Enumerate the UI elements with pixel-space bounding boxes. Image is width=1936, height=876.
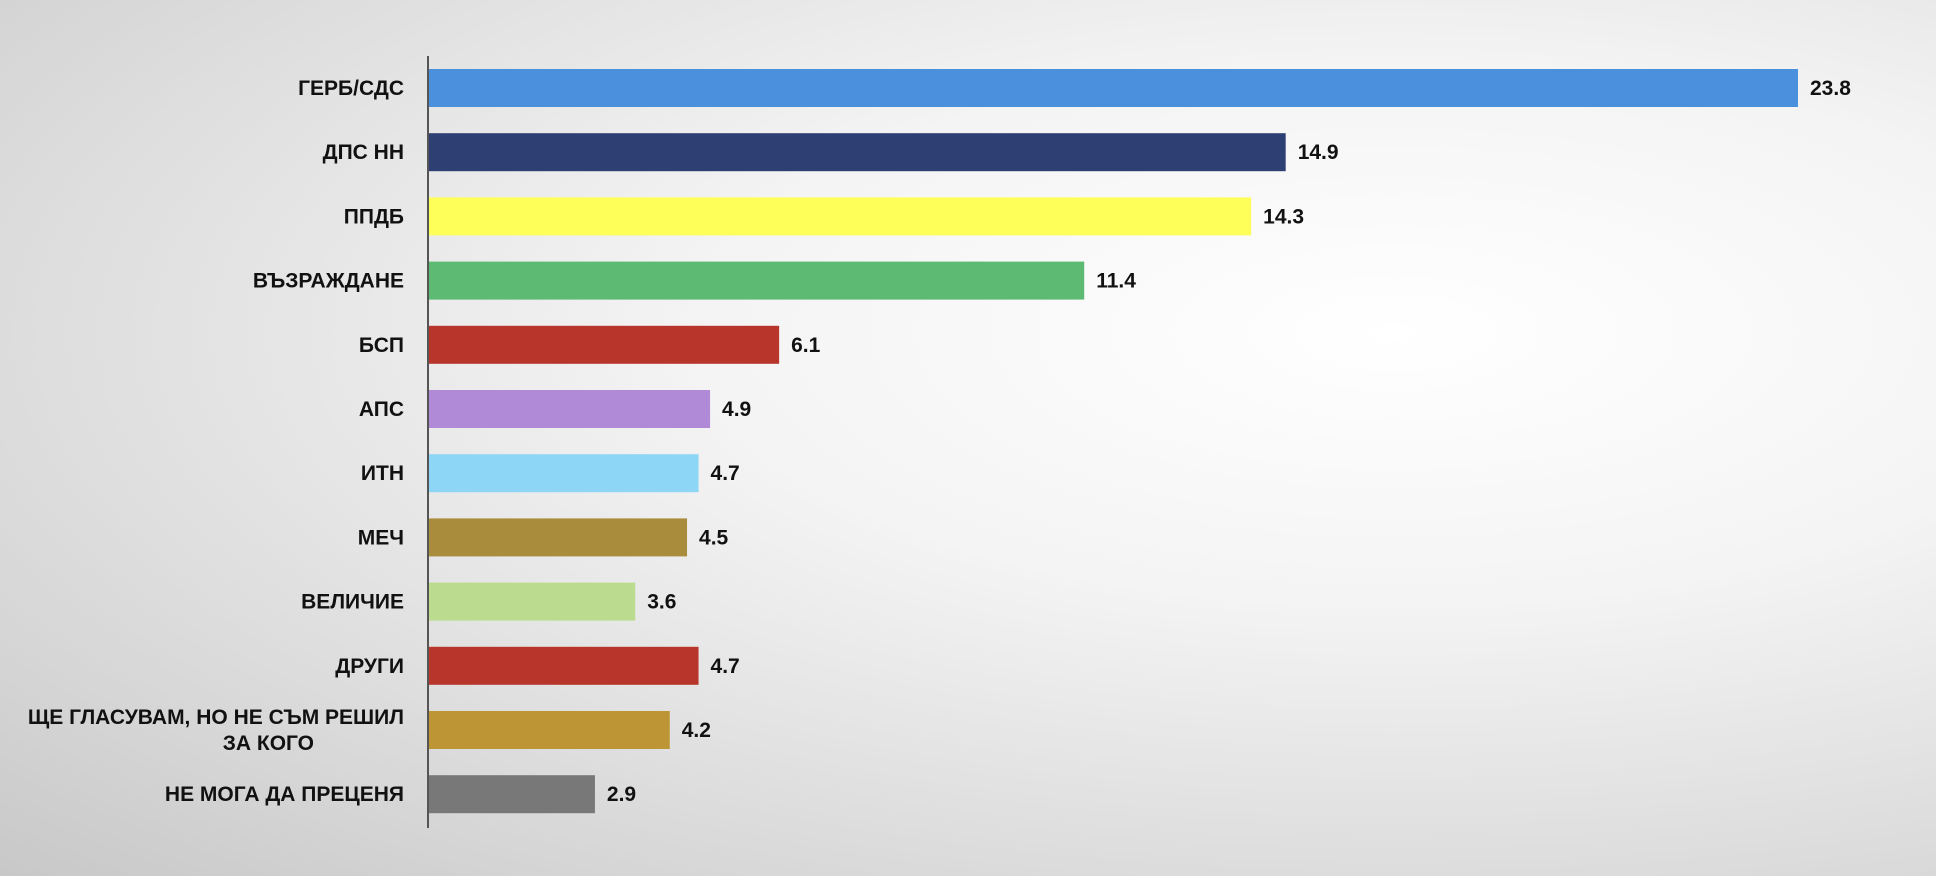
category-label: ГЕРБ/СДС [298, 77, 404, 100]
value-label: 14.9 [1298, 141, 1339, 164]
category-label-line: ДПС НН [323, 141, 404, 164]
category-label-line: ЩЕ ГЛАСУВАМ, НО НЕ СЪМ РЕШИЛ [28, 706, 404, 729]
value-label: 23.8 [1810, 77, 1851, 100]
category-label-line: ЗА КОГО [223, 732, 314, 755]
category-label: ДРУГИ [335, 655, 404, 678]
category-label-line: АПС [359, 398, 404, 421]
category-label: ДПС НН [323, 141, 404, 164]
category-label-line: БСП [359, 334, 404, 357]
value-label: 14.3 [1263, 205, 1304, 228]
value-label: 4.7 [711, 655, 740, 678]
category-label: ЩЕ ГЛАСУВАМ, НО НЕ СЪМ РЕШИЛ ЗА КОГО [28, 706, 404, 755]
category-label: ИТН [361, 462, 404, 485]
bar-2 [428, 197, 1252, 236]
category-label-line: ИТН [361, 462, 404, 485]
bar-4 [428, 325, 780, 364]
value-label: 4.2 [682, 719, 711, 742]
category-label-line: ГЕРБ/СДС [298, 77, 404, 100]
category-label-line: МЕЧ [358, 526, 404, 549]
category-label-line: ВЪЗРАЖДАНЕ [253, 270, 404, 293]
bars-group [428, 69, 1798, 814]
bar-0 [428, 69, 1798, 107]
bar-11 [428, 775, 595, 814]
value-label: 4.7 [711, 462, 740, 485]
category-label: МЕЧ [358, 526, 404, 549]
category-label: БСП [359, 334, 404, 357]
bar-1 [428, 133, 1286, 172]
value-label: 4.5 [699, 526, 729, 549]
bar-9 [428, 646, 699, 685]
category-label: ВЪЗРАЖДАНЕ [253, 270, 404, 293]
value-labels-group: 23.8 14.9 14.3 11.4 6.1 4.9 4.7 4.5 3.6 4.7 4.2 2.9 [607, 77, 1851, 806]
category-label: ППДБ [344, 205, 404, 228]
bar-3 [428, 261, 1085, 300]
category-label-line: ДРУГИ [335, 655, 404, 678]
category-label-line: НЕ МОГА ДА ПРЕЦЕНЯ [165, 783, 404, 806]
category-label-line: ВЕЛИЧИЕ [301, 591, 404, 614]
value-label: 3.6 [647, 591, 676, 614]
bar-10 [428, 711, 670, 749]
value-label: 4.9 [722, 398, 751, 421]
bar-8 [428, 582, 636, 621]
bar-5 [428, 390, 711, 428]
category-labels-group: ГЕРБ/СДС ДПС НН ППДБ ВЪЗРАЖДАНЕ БСП АПС ИТН МЕЧ… [28, 77, 404, 806]
category-label-line: ППДБ [344, 205, 404, 228]
value-label: 6.1 [791, 334, 821, 357]
category-label: НЕ МОГА ДА ПРЕЦЕНЯ [165, 783, 404, 806]
bar-7 [428, 518, 688, 557]
value-label: 2.9 [607, 783, 636, 806]
bar-6 [428, 454, 699, 493]
value-label: 11.4 [1096, 270, 1136, 293]
category-label: АПС [359, 398, 404, 421]
category-label: ВЕЛИЧИЕ [301, 591, 404, 614]
